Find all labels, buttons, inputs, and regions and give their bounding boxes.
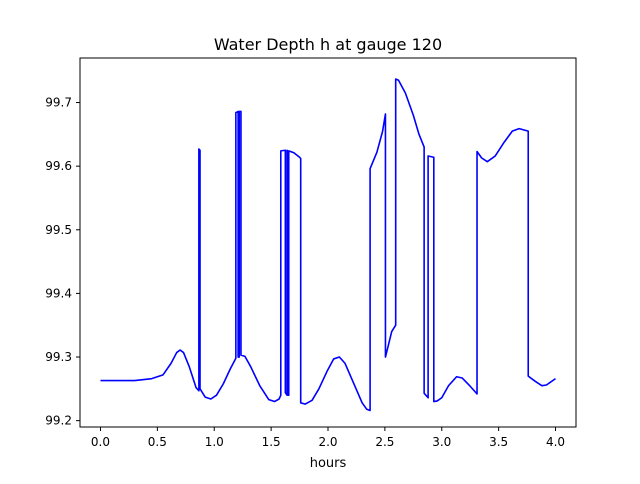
y-tick-label: 99.4 xyxy=(45,286,72,300)
x-axis-label: hours xyxy=(310,456,347,471)
x-tick-label: 2.5 xyxy=(375,435,394,449)
x-axis: 0.0 0.5 1.0 1.5 2.0 2.5 3.0 3.5 4.0 xyxy=(91,427,565,449)
plot-frame xyxy=(79,57,577,428)
y-tick-label: 99.7 xyxy=(45,96,72,110)
x-tick-label: 1.5 xyxy=(262,435,281,449)
y-tick-label: 99.3 xyxy=(45,350,72,364)
x-tick-label: 4.0 xyxy=(546,435,565,449)
x-tick-label: 3.0 xyxy=(432,435,451,449)
chart-title: Water Depth h at gauge 120 xyxy=(214,35,442,54)
series-line-0 xyxy=(100,78,556,412)
x-tick-label: 2.0 xyxy=(318,435,337,449)
y-tick-label: 99.5 xyxy=(45,223,72,237)
y-axis: 99.2 99.3 99.4 99.5 99.6 99.7 xyxy=(45,96,80,428)
y-tick-label: 99.2 xyxy=(45,414,72,428)
x-tick-label: 0.5 xyxy=(148,435,167,449)
x-tick-label: 0.0 xyxy=(91,435,110,449)
x-tick-label: 3.5 xyxy=(489,435,508,449)
x-tick-label: 1.0 xyxy=(205,435,224,449)
y-tick-label: 99.6 xyxy=(45,159,72,173)
